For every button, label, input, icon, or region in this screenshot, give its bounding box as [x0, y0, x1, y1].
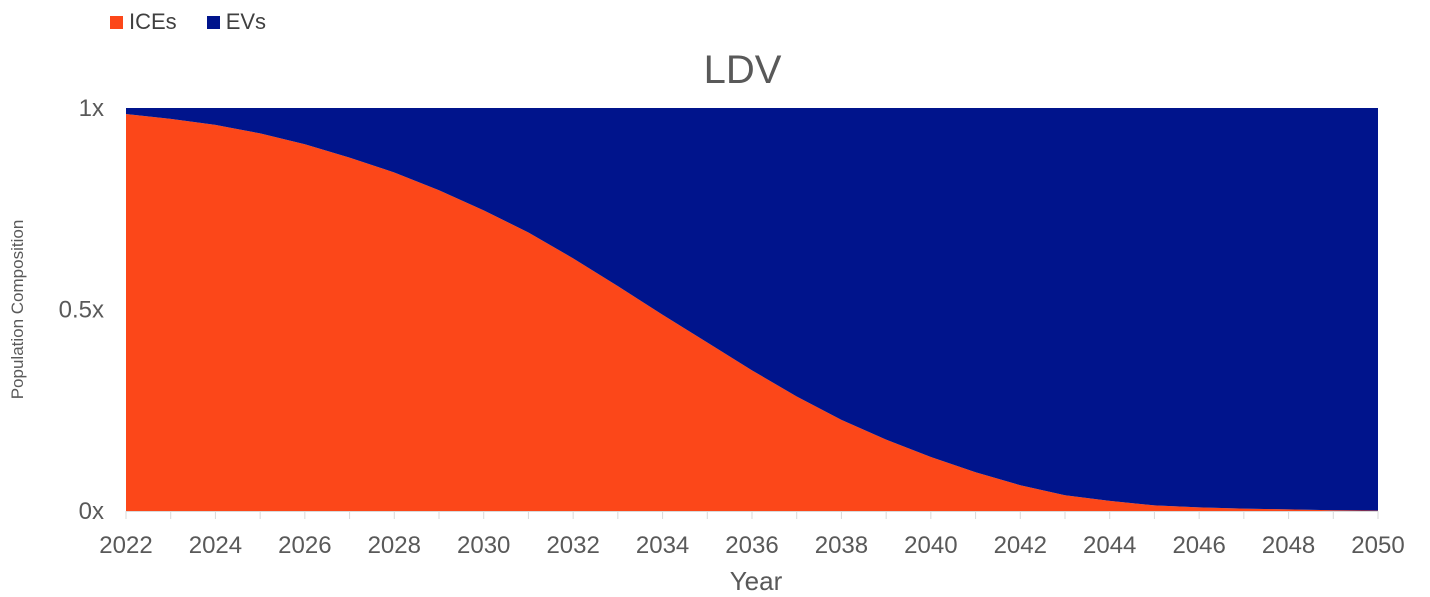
y-tick-label: 0x — [79, 498, 104, 525]
legend-label-ices: ICEs — [129, 9, 177, 34]
legend-item-ices: ICEs — [110, 9, 177, 35]
x-tick-label: 2042 — [994, 532, 1047, 559]
y-tick-label: 1x — [79, 95, 104, 122]
x-tick-label: 2044 — [1083, 532, 1136, 559]
x-axis-title: Year — [730, 566, 783, 596]
x-tick-label: 2048 — [1262, 532, 1315, 559]
x-tick-label: 2032 — [546, 532, 599, 559]
legend-swatch-evs — [206, 15, 220, 29]
legend-item-evs: EVs — [206, 9, 267, 35]
x-tick-label: 2026 — [278, 532, 331, 559]
x-tick-label: 2028 — [368, 532, 421, 559]
x-tick-label: 2040 — [904, 532, 957, 559]
x-tick-label: 2030 — [457, 532, 510, 559]
y-axis-title: Population Composition — [8, 220, 27, 400]
x-tick-label: 2038 — [815, 532, 868, 559]
x-tick-label: 2022 — [99, 532, 152, 559]
y-tick-label: 0.5x — [59, 297, 104, 324]
legend-label-evs: EVs — [225, 9, 267, 34]
legend-swatch-ices — [110, 15, 123, 29]
x-tick-label: 2034 — [636, 532, 689, 559]
x-tick-label: 2050 — [1351, 532, 1404, 559]
x-tick-label: 2046 — [1172, 532, 1225, 559]
legend: ICEs EVs — [110, 9, 266, 35]
area-ices — [126, 114, 1378, 512]
x-tick-label: 2036 — [725, 532, 778, 559]
chart-title: LDV — [703, 48, 782, 92]
area-evs — [126, 108, 1378, 511]
x-tick-label: 2024 — [189, 532, 242, 559]
